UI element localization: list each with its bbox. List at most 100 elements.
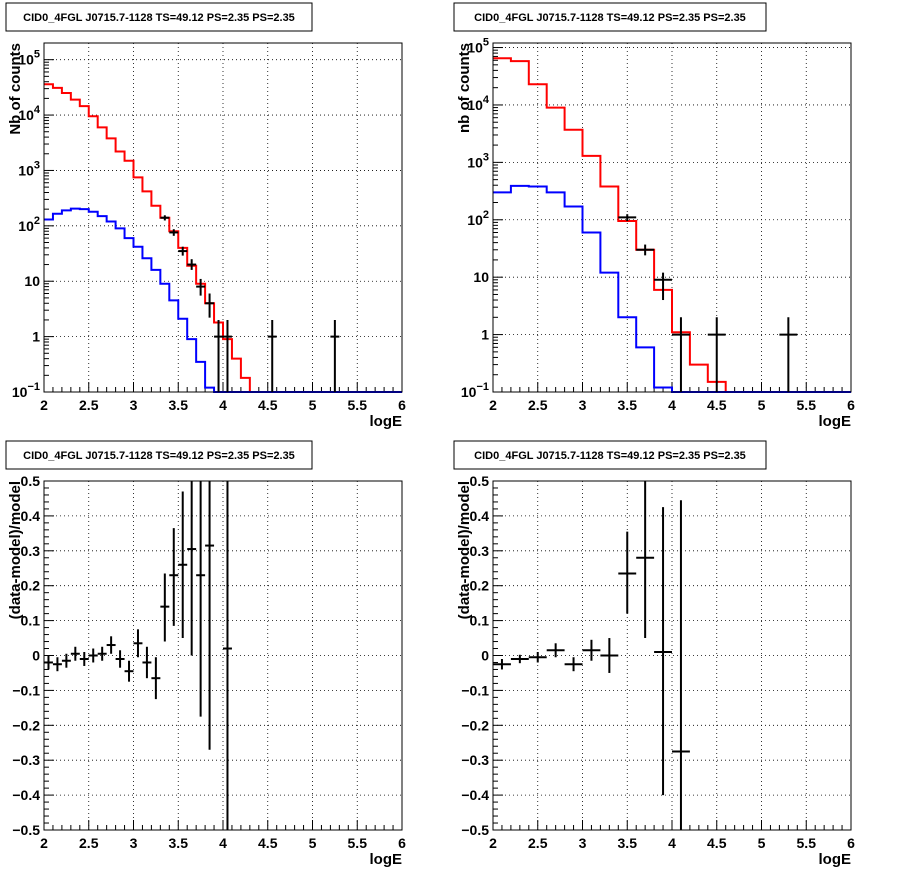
x-tick-label: 6 (398, 835, 406, 851)
histogram-series-1 (44, 83, 402, 393)
data-point (178, 246, 188, 256)
y-tick-label: −0.2 (12, 717, 40, 733)
y-tick-label: 10−1 (12, 381, 40, 400)
x-tick-label: 4.5 (258, 835, 278, 851)
x-tick-label: 5 (758, 835, 766, 851)
x-tick-label: 2 (40, 835, 48, 851)
x-tick-label: 3.5 (618, 397, 638, 413)
y-tick-label: 1 (481, 327, 489, 343)
x-tick-label: 4 (668, 397, 676, 413)
x-tick-label: 6 (847, 835, 855, 851)
x-tick-label: 2 (489, 835, 497, 851)
x-tick-label: 2 (489, 397, 497, 413)
x-tick-label: 5.5 (797, 397, 817, 413)
x-tick-label: 2 (40, 397, 48, 413)
data-point (106, 636, 116, 654)
chart-panel-1: CID0_4FGL J0715.7-1128 TS=49.12 PS=2.35 … (5, 2, 406, 430)
x-tick-label: 4.5 (707, 835, 727, 851)
x-tick-label: 4 (219, 835, 227, 851)
x-tick-label: 5.5 (348, 397, 368, 413)
data-point (636, 481, 655, 639)
x-tick-label: 5 (309, 397, 317, 413)
data-point (546, 643, 565, 658)
y-tick-label: 10−1 (461, 381, 489, 400)
data-point (493, 658, 511, 670)
data-point (115, 650, 125, 668)
data-point (672, 500, 690, 830)
histogram-series-1 (493, 57, 851, 393)
x-tick-label: 3 (579, 835, 587, 851)
chart-title: CID0_4FGL J0715.7-1128 TS=49.12 PS=2.35 … (23, 12, 295, 24)
chart-panel-4: CID0_4FGL J0715.7-1128 TS=49.12 PS=2.35 … (453, 440, 855, 868)
y-tick-label: −0.3 (461, 752, 489, 768)
data-point (61, 653, 71, 668)
data-point (510, 654, 529, 664)
data-point (618, 214, 637, 222)
chart-panel-2: CID0_4FGL J0715.7-1128 TS=49.12 PS=2.35 … (453, 2, 855, 430)
data-point (582, 639, 601, 661)
x-tick-label: 4 (219, 397, 227, 413)
data-point (779, 317, 798, 392)
data-point (267, 319, 277, 392)
x-tick-label: 5 (758, 397, 766, 413)
y-tick-label: 0 (481, 648, 489, 664)
plot-frame (43, 480, 403, 831)
data-point (205, 481, 215, 750)
data-point (187, 259, 197, 270)
data-point (160, 215, 170, 221)
data-point (330, 319, 340, 392)
x-tick-label: 2.5 (79, 835, 99, 851)
x-tick-label: 6 (847, 397, 855, 413)
y-tick-label: 10 (473, 269, 489, 285)
x-tick-label: 4 (668, 835, 676, 851)
y-tick-label: 0.3 (470, 543, 490, 559)
data-point (187, 481, 197, 656)
x-tick-label: 5 (309, 835, 317, 851)
y-tick-label: −0.5 (12, 822, 40, 838)
y-tick-label: 0 (32, 648, 40, 664)
chart-title: CID0_4FGL J0715.7-1128 TS=49.12 PS=2.35 … (474, 12, 746, 24)
x-tick-label: 2.5 (528, 397, 548, 413)
data-point (528, 652, 547, 663)
title-box (5, 440, 313, 470)
y-tick-label: −0.5 (461, 822, 489, 838)
chart-title: CID0_4FGL J0715.7-1128 TS=49.12 PS=2.35 … (23, 450, 295, 462)
data-point (636, 244, 655, 256)
plot-frame (492, 42, 852, 393)
data-point (214, 319, 223, 392)
x-tick-label: 4.5 (707, 397, 727, 413)
y-axis-label: (data-model)/model (7, 481, 24, 619)
data-point (178, 491, 188, 639)
y-axis-label: nb of counts (456, 43, 473, 133)
x-tick-label: 3 (130, 397, 138, 413)
data-point (142, 646, 152, 679)
y-tick-label: −0.1 (12, 682, 40, 698)
data-point (564, 657, 583, 672)
data-point (160, 573, 170, 642)
y-tick-label: −0.4 (12, 787, 40, 803)
x-tick-label: 5.5 (348, 835, 368, 851)
chart-panel-3: CID0_4FGL J0715.7-1128 TS=49.12 PS=2.35 … (5, 440, 406, 868)
x-tick-label: 6 (398, 397, 406, 413)
y-tick-label: 103 (18, 159, 40, 178)
title-box (5, 2, 313, 32)
data-point (169, 229, 179, 236)
x-tick-label: 4.5 (258, 397, 278, 413)
data-point (133, 629, 143, 658)
y-tick-label: 102 (18, 215, 40, 234)
title-box (453, 2, 767, 32)
data-point (79, 652, 89, 666)
x-tick-label: 3.5 (169, 397, 189, 413)
x-axis-label: logE (819, 851, 852, 868)
y-tick-label: 0.4 (21, 508, 41, 524)
data-point (618, 531, 637, 614)
y-tick-label: 102 (467, 209, 489, 228)
x-tick-label: 3 (130, 835, 138, 851)
data-point (672, 317, 690, 392)
data-point (196, 481, 206, 717)
histogram-series-2 (44, 207, 402, 393)
y-tick-label: 10 (24, 273, 40, 289)
y-tick-label: 104 (18, 104, 41, 123)
y-axis-label: (data-model)/model (456, 481, 473, 619)
x-tick-label: 3.5 (618, 835, 638, 851)
